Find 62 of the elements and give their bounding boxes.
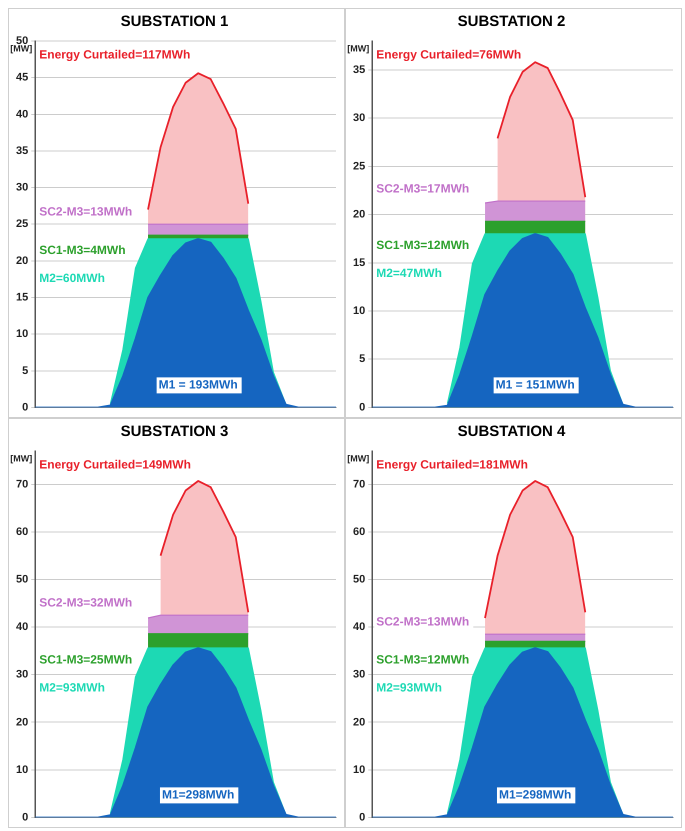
series-label: SC2-M3=32MWh bbox=[39, 595, 132, 610]
y-tick-label: 30 bbox=[16, 182, 28, 194]
series-label: SC2-M3=13MWh bbox=[39, 204, 132, 219]
y-tick-label: 30 bbox=[16, 668, 28, 681]
y-tick-label: 60 bbox=[352, 526, 366, 538]
y-axis-title: [MW] bbox=[347, 453, 370, 464]
y-tick-label: 70 bbox=[16, 478, 28, 490]
y-tick-label: 20 bbox=[352, 716, 366, 728]
text: M2=93MWh bbox=[376, 680, 442, 694]
series-label: SC1-M3=25MWh bbox=[39, 652, 132, 666]
y-tick-label: 40 bbox=[16, 108, 28, 120]
series-label: M1=298MWh bbox=[498, 788, 572, 802]
y-tick-label: 40 bbox=[16, 621, 28, 634]
y-axis-title: [MW] bbox=[10, 453, 32, 464]
series-label: SC1-M3=4MWh bbox=[39, 243, 126, 258]
y-tick-label: 0 bbox=[22, 811, 28, 824]
y-tick-label: 50 bbox=[352, 574, 366, 586]
chart-title: SUBSTATION 1 bbox=[120, 13, 228, 30]
y-tick-label: 5 bbox=[359, 353, 366, 366]
series-label: SC1-M3=12MWh bbox=[376, 652, 470, 666]
chart-title: SUBSTATION 3 bbox=[120, 423, 228, 440]
y-tick-label: 20 bbox=[16, 716, 28, 728]
y-tick-label: 10 bbox=[16, 328, 28, 340]
y-tick-label: 0 bbox=[22, 401, 28, 414]
y-axis-title: [MW] bbox=[347, 43, 370, 54]
series-label: Energy Curtailed=117MWh bbox=[39, 47, 190, 62]
y-tick-label: 15 bbox=[16, 292, 28, 304]
y-tick-label: 10 bbox=[352, 305, 366, 318]
y-tick-label: 10 bbox=[16, 764, 28, 776]
series-label: Energy Curtailed=181MWh bbox=[376, 457, 528, 472]
text: M2=60MWh bbox=[39, 271, 105, 286]
series-label: M1 = 151MWh bbox=[496, 378, 575, 392]
chart-title: SUBSTATION 2 bbox=[458, 13, 566, 30]
series-label: Energy Curtailed=149MWh bbox=[39, 457, 191, 472]
y-tick-label: 40 bbox=[352, 621, 366, 634]
series-label: SC2-M3=13MWh bbox=[376, 614, 470, 629]
chart-title: SUBSTATION 4 bbox=[458, 423, 566, 440]
series-label: SC1-M3=12MWh bbox=[376, 238, 470, 252]
y-tick-label: 0 bbox=[359, 811, 366, 824]
text: M2=47MWh bbox=[376, 266, 442, 280]
y-tick-label: 70 bbox=[352, 478, 366, 490]
y-tick-label: 0 bbox=[359, 401, 366, 414]
y-tick-label: 30 bbox=[352, 112, 366, 124]
y-tick-label: 60 bbox=[16, 526, 28, 538]
text: M2=93MWh bbox=[39, 680, 105, 694]
y-tick-label: 15 bbox=[352, 256, 366, 269]
series-label: Energy Curtailed=76MWh bbox=[376, 47, 522, 62]
y-tick-label: 20 bbox=[352, 208, 366, 221]
series-label: M1 = 193MWh bbox=[158, 378, 238, 392]
y-tick-label: 30 bbox=[352, 668, 366, 681]
y-tick-label: 5 bbox=[22, 364, 28, 377]
y-tick-label: 25 bbox=[16, 218, 28, 230]
y-axis-title: [MW] bbox=[10, 43, 32, 54]
series-label: M1=298MWh bbox=[162, 788, 234, 802]
y-tick-label: 50 bbox=[16, 574, 28, 586]
series-label: SC2-M3=17MWh bbox=[376, 181, 470, 196]
y-tick-label: 35 bbox=[16, 144, 28, 157]
y-tick-label: 25 bbox=[352, 160, 366, 172]
y-tick-label: 10 bbox=[352, 764, 366, 776]
y-tick-label: 45 bbox=[16, 72, 28, 84]
y-tick-label: 35 bbox=[352, 64, 366, 76]
y-tick-label: 20 bbox=[16, 254, 28, 267]
